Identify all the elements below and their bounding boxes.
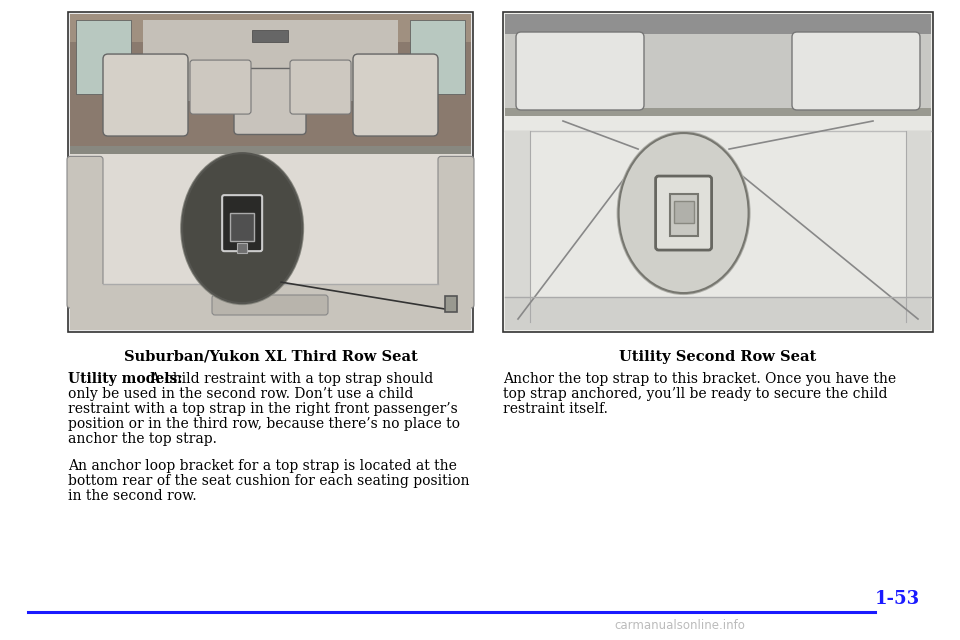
Bar xyxy=(70,284,471,330)
Bar xyxy=(252,30,288,42)
Ellipse shape xyxy=(618,133,749,293)
FancyBboxPatch shape xyxy=(103,54,188,136)
Text: anchor the top strap.: anchor the top strap. xyxy=(68,432,217,446)
Text: position or in the third row, because there’s no place to: position or in the third row, because th… xyxy=(68,417,460,431)
FancyBboxPatch shape xyxy=(67,156,103,308)
Bar xyxy=(70,14,471,42)
Bar xyxy=(674,201,693,223)
Bar xyxy=(505,131,530,322)
FancyBboxPatch shape xyxy=(516,32,644,110)
Text: 1-53: 1-53 xyxy=(875,590,920,608)
Bar xyxy=(68,12,473,332)
Text: restraint itself.: restraint itself. xyxy=(503,402,608,416)
FancyBboxPatch shape xyxy=(222,195,262,251)
Text: Anchor the top strap to this bracket. Once you have the: Anchor the top strap to this bracket. On… xyxy=(503,372,896,386)
Bar xyxy=(410,20,465,94)
Ellipse shape xyxy=(180,151,304,305)
FancyBboxPatch shape xyxy=(792,32,920,110)
Bar xyxy=(445,296,457,312)
FancyBboxPatch shape xyxy=(353,54,438,136)
FancyBboxPatch shape xyxy=(212,295,328,315)
Bar xyxy=(70,154,471,330)
Bar xyxy=(505,108,931,116)
Text: restraint with a top strap in the right front passenger’s: restraint with a top strap in the right … xyxy=(68,402,458,416)
Bar xyxy=(237,243,247,253)
Bar xyxy=(503,12,933,332)
FancyBboxPatch shape xyxy=(438,156,474,308)
FancyBboxPatch shape xyxy=(290,60,351,114)
Ellipse shape xyxy=(616,131,751,295)
Bar xyxy=(670,194,698,236)
Text: bottom rear of the seat cushion for each seating position: bottom rear of the seat cushion for each… xyxy=(68,474,469,488)
Bar xyxy=(505,34,931,110)
Text: A child restraint with a top strap should: A child restraint with a top strap shoul… xyxy=(146,372,433,386)
Text: carmanualsonline.info: carmanualsonline.info xyxy=(614,619,745,632)
Ellipse shape xyxy=(182,153,302,303)
Bar xyxy=(505,14,931,36)
Text: Utility models:: Utility models: xyxy=(68,372,182,386)
Text: An anchor loop bracket for a top strap is located at the: An anchor loop bracket for a top strap i… xyxy=(68,459,457,473)
Text: in the second row.: in the second row. xyxy=(68,489,197,503)
Text: Suburban/Yukon XL Third Row Seat: Suburban/Yukon XL Third Row Seat xyxy=(124,350,418,364)
FancyBboxPatch shape xyxy=(234,68,306,134)
Bar xyxy=(906,131,931,322)
FancyBboxPatch shape xyxy=(190,60,251,114)
Bar xyxy=(505,297,931,330)
Text: Utility Second Row Seat: Utility Second Row Seat xyxy=(619,350,817,364)
Text: only be used in the second row. Don’t use a child: only be used in the second row. Don’t us… xyxy=(68,387,414,401)
FancyBboxPatch shape xyxy=(656,176,711,250)
Bar xyxy=(230,213,254,241)
Bar xyxy=(70,147,471,154)
Bar xyxy=(505,116,931,327)
Text: top strap anchored, you’ll be ready to secure the child: top strap anchored, you’ll be ready to s… xyxy=(503,387,887,401)
Bar xyxy=(143,20,398,100)
Bar xyxy=(76,20,131,94)
Bar xyxy=(70,14,471,148)
